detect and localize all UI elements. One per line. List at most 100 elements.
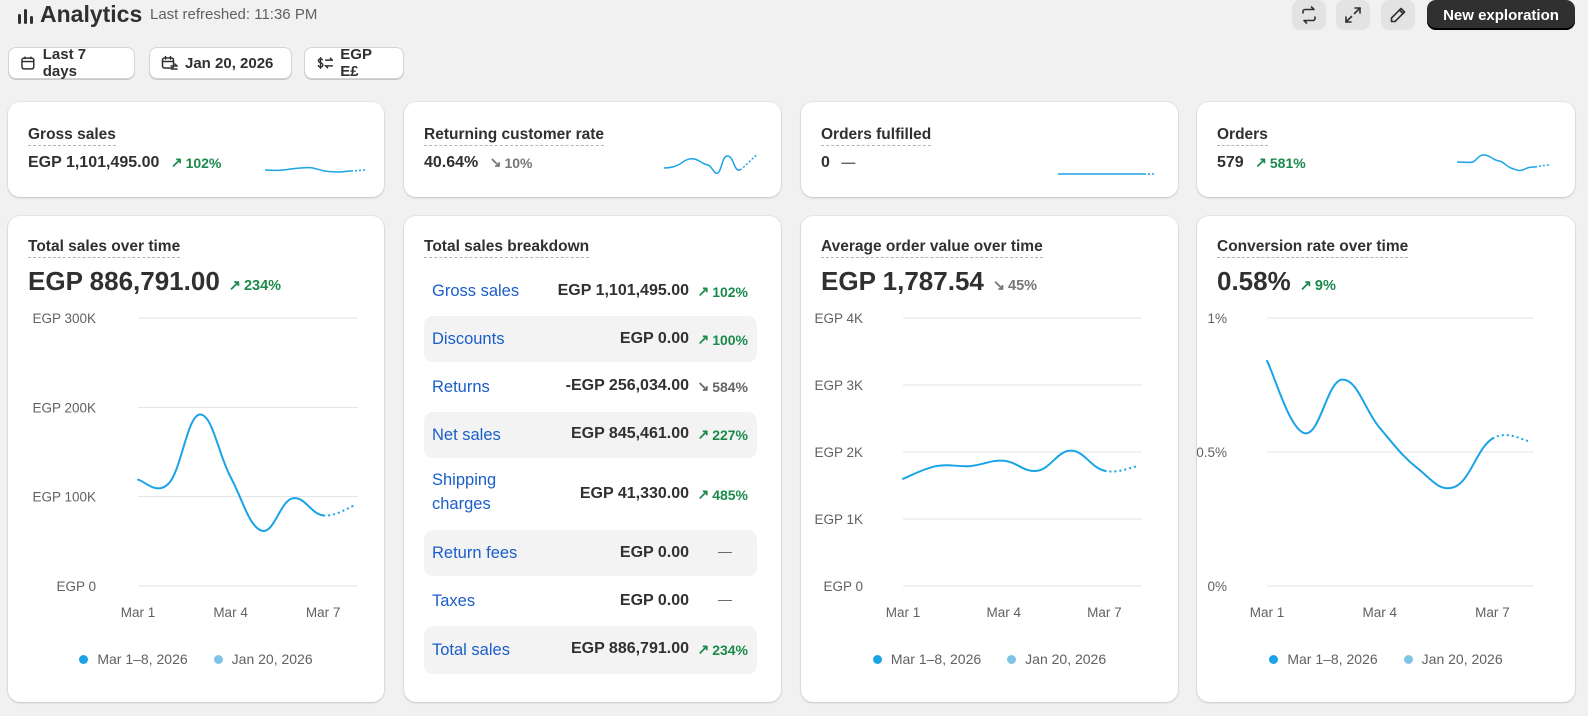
x-tick-label: Mar 7 [306,605,341,620]
date-range-label: Last 7 days [42,46,87,80]
currency-exchange-icon [317,57,334,69]
chart-total-value: 0.58% ↗ 9% [1217,266,1336,297]
chart-delta-text: 45% [1008,278,1038,294]
breakdown-row-shipping-charges: Shipping charges EGP 41,330.00 ↗ 485% [424,460,757,528]
chart-title: Average order value over time [821,238,1043,258]
metric-card-orders-fulfilled[interactable]: Orders fulfilled 0 — [801,102,1178,197]
chart-legend: Mar 1–8, 2026 Jan 20, 2026 [801,651,1178,667]
chart-total-value: EGP 886,791.00 ↗ 234% [28,266,281,297]
breakdown-link[interactable]: Shipping charges [432,468,496,516]
fullscreen-button[interactable] [1336,0,1370,30]
refresh-button[interactable] [1292,0,1326,30]
page-title: Analytics [40,1,143,27]
arrow-down-icon: ↘ [992,278,1006,294]
breakdown-row-return-fees: Return fees EGP 0.00 — [424,530,757,576]
breakdown-row-taxes: Taxes EGP 0.00 — [424,578,757,624]
metric-value-text: 40.64% [424,154,479,171]
sparkline [264,166,366,173]
expand-icon [1345,7,1361,23]
currency-filter[interactable]: EGP E£ [304,46,404,80]
metric-delta: ↘ 10% [490,154,533,171]
metric-card-orders[interactable]: Orders 579 ↗ 581% [1197,102,1575,197]
legend-item-previous: Jan 20, 2026 [1403,651,1503,667]
chart-total-value: EGP 1,787.54 ↘ 45% [821,266,1037,297]
conversion-chart-card[interactable]: Conversion rate over time 0.58% ↗ 9% 0% 0.… [1197,216,1575,702]
metric-label: Returning customer rate [424,126,605,146]
last-refreshed-text: Last refreshed: 11:36 PM [150,6,318,23]
chart-total-value-text: EGP 1,787.54 [821,266,984,296]
arrow-up-icon: ↗ [697,486,710,502]
date-range-filter[interactable]: Last 7 days [8,46,135,80]
chart-delta-text: 9% [1314,278,1336,294]
metric-value-text: EGP 1,101,495.00 [28,154,160,171]
x-tick-label: Mar 7 [1087,605,1122,620]
breakdown-link[interactable]: Discounts [432,330,505,348]
comparison-filter[interactable]: Jan 20, 2026 [149,47,292,79]
sparkline [1456,154,1552,172]
chart-title: Total sales over time [28,238,181,258]
breakdown-value: -EGP 256,034.00 [565,377,689,394]
y-tick-label: EGP 4K [814,311,863,326]
y-tick-label: 1% [1207,311,1227,326]
metric-card-returning-customer-rate[interactable]: Returning customer rate 40.64% ↘ 10% [404,102,781,197]
series-line [137,413,325,532]
breakdown-value: EGP 0.00 [619,330,689,347]
chart-legend: Mar 1–8, 2026 Jan 20, 2026 [8,651,384,667]
legend-item-previous: Jan 20, 2026 [213,651,313,667]
top-bar: Analytics Last refreshed: 11:36 PM New e… [0,0,1588,36]
breakdown-delta: ↗ 100% [697,331,748,348]
chart-total-value-text: 0.58% [1217,266,1291,296]
y-tick-label: EGP 200K [32,400,96,415]
y-tick-label: EGP 2K [814,445,863,460]
breakdown-value: EGP 0.00 [619,592,689,609]
breakdown-value: EGP 1,101,495.00 [557,282,689,299]
breakdown-link[interactable]: Gross sales [432,282,520,300]
breakdown-link[interactable]: Net sales [432,426,501,444]
aov-line-chart: EGP 0 EGP 1K EGP 2K EGP 3K EGP 4K Mar 1 Mar 4 M… [814,311,1142,620]
chart-delta: ↗ 234% [229,278,281,294]
calendar-icon [21,56,35,70]
metric-delta-text: — [841,154,856,170]
legend-dot [872,654,882,664]
calendar-compare-icon [161,55,178,70]
total-sales-chart-card[interactable]: Total sales over time EGP 886,791.00 ↗ 23… [8,216,384,702]
chart-delta-text: 234% [243,278,282,294]
y-tick-label: EGP 0 [823,579,863,594]
series-line [902,449,1106,480]
edit-button[interactable] [1381,0,1415,30]
chart-legend: Mar 1–8, 2026 Jan 20, 2026 [1197,651,1575,667]
metric-card-gross-sales[interactable]: Gross sales EGP 1,101,495.00 ↗ 102% [8,102,384,197]
aov-chart-card[interactable]: Average order value over time EGP 1,787.… [801,216,1178,702]
new-exploration-button[interactable]: New exploration [1427,0,1575,30]
chart-total-value-text: EGP 886,791.00 [28,266,220,296]
legend-label: Jan 20, 2026 [1025,651,1107,667]
series-line-incomplete [323,504,355,517]
breakdown-delta: — [718,543,732,559]
breakdown-link[interactable]: Returns [432,378,490,396]
chart-delta: ↗ 9% [1300,278,1336,294]
breakdown-delta-text: 102% [712,283,748,300]
y-tick-label: EGP 0 [56,579,96,594]
analytics-icon [18,9,33,24]
arrow-down-icon: ↘ [489,154,502,170]
currency-label: EGP E£ [340,46,372,80]
legend-dot [79,654,89,664]
arrow-up-icon: ↗ [1255,154,1267,170]
breakdown-link[interactable]: Taxes [432,592,476,610]
legend-label: Mar 1–8, 2026 [890,651,982,667]
arrow-up-icon: ↗ [697,331,710,347]
breakdown-delta-text: 227% [712,426,748,443]
y-tick-label: EGP 1K [814,512,863,527]
legend-dot [1269,654,1279,664]
breakdown-row-total-sales: Total sales EGP 886,791.00 ↗ 234% [424,626,757,674]
breakdown-link[interactable]: Total sales [432,641,510,659]
metric-value-text: 0 [821,154,830,171]
breakdown-delta: — [718,591,732,607]
series-line [1266,359,1494,490]
metric-value: 40.64% ↘ 10% [424,154,532,172]
arrow-up-icon: ↗ [170,154,183,170]
breakdown-link[interactable]: Return fees [432,544,518,562]
sales-breakdown-card[interactable]: Total sales breakdown [404,216,781,702]
breakdown-row-returns: Returns -EGP 256,034.00 ↘ 584% [424,364,757,410]
breakdown-title: Total sales breakdown [424,238,590,258]
